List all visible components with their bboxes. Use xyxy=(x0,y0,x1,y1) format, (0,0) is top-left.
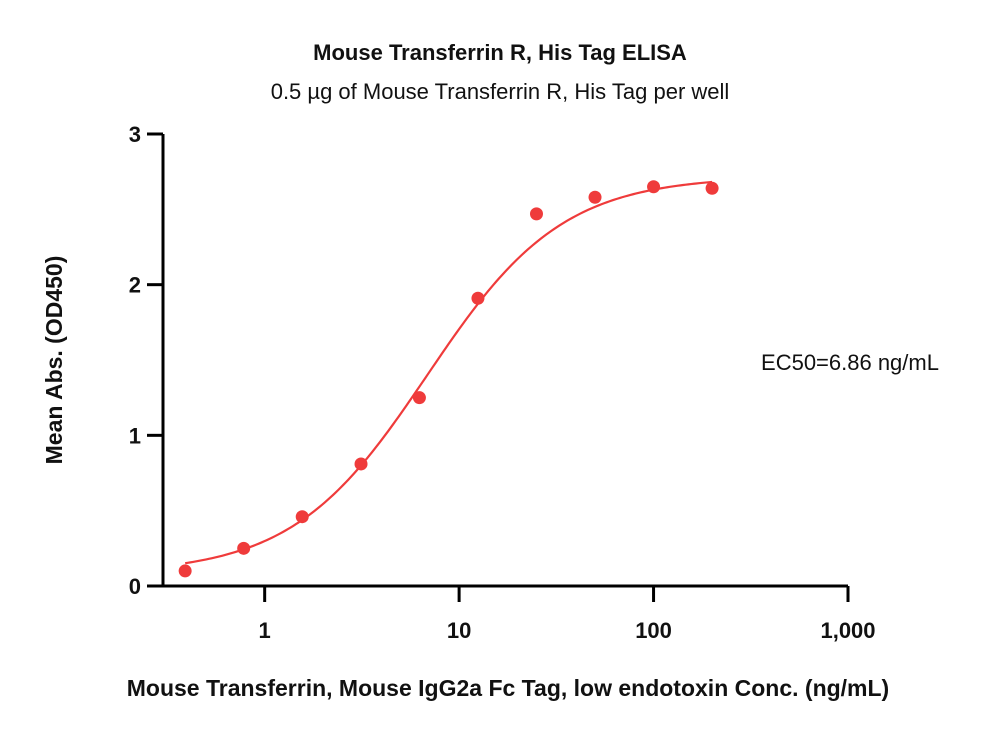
x-tick-label: 1,000 xyxy=(820,618,875,643)
data-point xyxy=(471,291,485,305)
data-point xyxy=(529,207,543,221)
x-tick-label: 1 xyxy=(259,618,271,643)
data-point xyxy=(705,181,719,195)
data-point xyxy=(237,541,251,555)
y-tick-label: 2 xyxy=(129,273,141,298)
data-point xyxy=(588,190,602,204)
data-point xyxy=(354,457,368,471)
data-point xyxy=(295,510,309,524)
x-axis-label: Mouse Transferrin, Mouse IgG2a Fc Tag, l… xyxy=(127,675,889,701)
data-point xyxy=(647,180,661,194)
x-tick-label: 10 xyxy=(447,618,471,643)
ec50-annotation: EC50=6.86 ng/mL xyxy=(761,350,939,375)
plot-area: 0 1 2 3 1 10 100 1,000 xyxy=(129,122,876,643)
chart-title: Mouse Transferrin R, His Tag ELISA xyxy=(313,40,687,65)
chart-subtitle: 0.5 µg of Mouse Transferrin R, His Tag p… xyxy=(271,79,730,104)
y-tick-label: 0 xyxy=(129,574,141,599)
data-point xyxy=(412,391,426,405)
fit-curve xyxy=(184,180,713,565)
data-point xyxy=(178,564,192,578)
y-axis-label: Mean Abs. (OD450) xyxy=(41,256,67,465)
x-tick-label: 100 xyxy=(635,618,672,643)
y-tick-label: 1 xyxy=(129,423,141,448)
y-tick-label: 3 xyxy=(129,122,141,147)
